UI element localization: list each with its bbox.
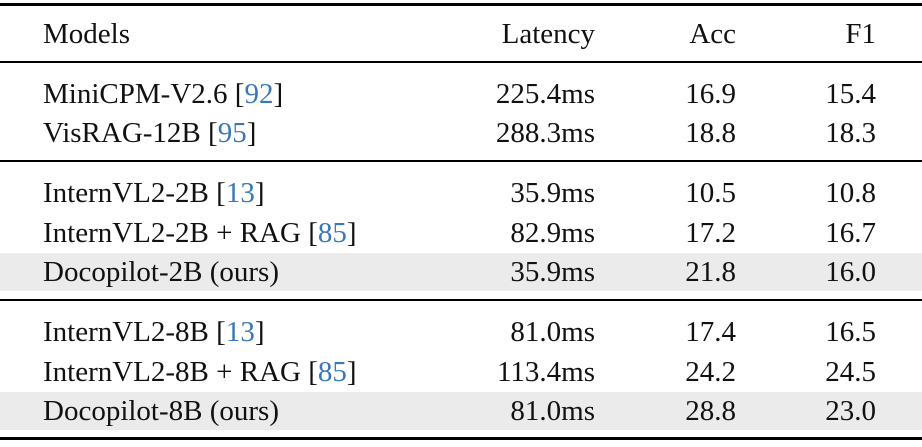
model-name: InternVL2-2B <box>43 177 209 209</box>
f1-cell: 16.7 <box>825 217 876 249</box>
model-name: InternVL2-8B <box>43 316 209 348</box>
f1-cell: 23.0 <box>825 395 876 427</box>
model-name: InternVL2-2B + RAG <box>43 217 301 249</box>
table-row: InternVL2-2B [13] 35.9ms 10.5 10.8 <box>0 174 922 212</box>
table-bottom-rule <box>0 437 922 440</box>
table-row-highlighted: Docopilot-8B (ours) 81.0ms 28.8 23.0 <box>0 392 922 430</box>
acc-cell: 17.2 <box>685 217 736 249</box>
latency-cell: 35.9ms <box>510 177 595 209</box>
header-f1: F1 <box>845 18 876 50</box>
citation-link[interactable]: 13 <box>225 177 255 209</box>
acc-cell: 16.9 <box>685 78 736 110</box>
header-latency: Latency <box>501 18 595 50</box>
table-top-rule <box>0 3 922 6</box>
model-name-cell: MiniCPM-V2.6 [92] <box>43 78 284 110</box>
latency-cell: 113.4ms <box>496 356 595 388</box>
model-name: VisRAG-12B <box>43 117 201 149</box>
latency-cell: 81.0ms <box>510 395 595 427</box>
latency-cell: 225.4ms <box>495 78 595 110</box>
header-acc: Acc <box>689 18 736 50</box>
citation-link[interactable]: 13 <box>225 316 255 348</box>
acc-cell: 28.8 <box>685 395 736 427</box>
table-row: InternVL2-8B + RAG [85] 113.4ms 24.2 24.… <box>0 353 922 391</box>
f1-cell: 10.8 <box>825 177 876 209</box>
citation-link[interactable]: 85 <box>317 356 347 388</box>
table-row: MiniCPM-V2.6 [92] 225.4ms 16.9 15.4 <box>0 75 922 113</box>
header-rule <box>0 61 922 63</box>
model-name: InternVL2-8B + RAG <box>43 356 301 388</box>
acc-cell: 17.4 <box>685 316 736 348</box>
f1-cell: 24.5 <box>825 356 876 388</box>
latency-cell: 288.3ms <box>495 117 595 149</box>
header-models: Models <box>43 18 130 50</box>
table-row-highlighted: Docopilot-2B (ours) 35.9ms 21.8 16.0 <box>0 253 922 291</box>
table-row: InternVL2-8B [13] 81.0ms 17.4 16.5 <box>0 313 922 351</box>
model-name-cell: InternVL2-8B [13] <box>43 316 265 348</box>
f1-cell: 16.5 <box>825 316 876 348</box>
group-rule <box>0 160 922 162</box>
model-name-cell: InternVL2-2B + RAG [85] <box>43 217 357 249</box>
model-name: Docopilot-2B (ours) <box>43 256 279 288</box>
acc-cell: 10.5 <box>685 177 736 209</box>
table-header-row: Models Latency Acc F1 <box>0 15 922 53</box>
table-row: VisRAG-12B [95] 288.3ms 18.8 18.3 <box>0 114 922 152</box>
acc-cell: 18.8 <box>685 117 736 149</box>
latency-cell: 35.9ms <box>510 256 595 288</box>
table-row: InternVL2-2B + RAG [85] 82.9ms 17.2 16.7 <box>0 214 922 252</box>
citation-link[interactable]: 85 <box>317 217 347 249</box>
acc-cell: 24.2 <box>685 356 736 388</box>
f1-cell: 18.3 <box>825 117 876 149</box>
latency-cell: 82.9ms <box>510 217 595 249</box>
citation-link[interactable]: 92 <box>244 78 274 110</box>
model-name: MiniCPM-V2.6 <box>43 78 228 110</box>
model-name-cell: InternVL2-2B [13] <box>43 177 265 209</box>
acc-cell: 21.8 <box>685 256 736 288</box>
model-name-cell: VisRAG-12B [95] <box>43 117 257 149</box>
model-name: Docopilot-8B (ours) <box>43 395 279 427</box>
latency-cell: 81.0ms <box>510 316 595 348</box>
model-name-cell: InternVL2-8B + RAG [85] <box>43 356 357 388</box>
f1-cell: 16.0 <box>825 256 876 288</box>
group-rule <box>0 299 922 301</box>
f1-cell: 15.4 <box>825 78 876 110</box>
citation-link[interactable]: 95 <box>217 117 247 149</box>
